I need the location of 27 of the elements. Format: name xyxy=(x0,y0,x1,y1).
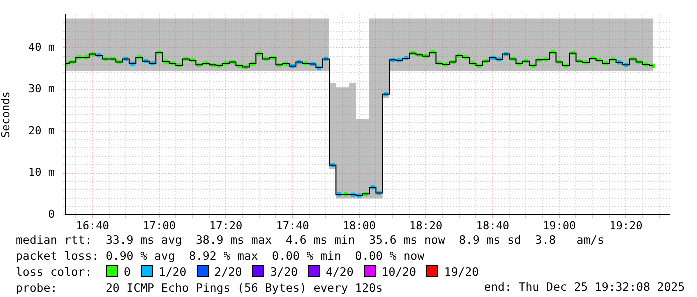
x-tick-label: 17:20 xyxy=(209,219,243,232)
y-tick-label: 10 m xyxy=(28,166,56,180)
text: median rtt: 33.9 ms avg 38.9 ms max 4.6 ms min 35.6 ms now 8.9 ms sd 3.8 am/s xyxy=(16,232,605,248)
x-tick-label: 17:00 xyxy=(142,219,176,232)
y-tick-label: 40 m xyxy=(28,40,56,54)
x-tick-label: 16:40 xyxy=(76,219,110,232)
legend-label: 3/20 xyxy=(270,265,298,279)
legend-label: 4/20 xyxy=(326,265,354,279)
y-tick-label: 0 xyxy=(48,208,55,221)
legend-label: 0 xyxy=(124,265,131,279)
x-tick-label: 19:00 xyxy=(543,219,576,232)
text: probe: 20 ICMP Echo Pings (56 Bytes) every 120s xyxy=(16,281,383,295)
y-axis-title: Seconds xyxy=(0,92,12,138)
x-tick-label: 18:40 xyxy=(476,219,510,232)
legend-label: 2/20 xyxy=(214,265,242,279)
text: packet loss: 0.90 % avg 8.92 % max 0.00 % min 0.00 % now xyxy=(16,248,426,264)
legend-label: 10/20 xyxy=(382,265,416,279)
text: end: Thu Dec 25 19:32:08 2025 xyxy=(484,280,685,294)
x-tick-label: 18:00 xyxy=(342,219,376,232)
y-tick-label: 30 m xyxy=(28,82,56,96)
legend-label: 1/20 xyxy=(158,265,187,279)
x-tick-label: 18:20 xyxy=(410,219,443,232)
legend-title: loss color: xyxy=(16,265,94,279)
y-tick-label: 20 m xyxy=(28,124,56,138)
x-tick-label: 17:40 xyxy=(276,219,310,232)
legend-label: 19/20 xyxy=(444,265,480,279)
x-tick-label: 19:20 xyxy=(610,219,643,232)
